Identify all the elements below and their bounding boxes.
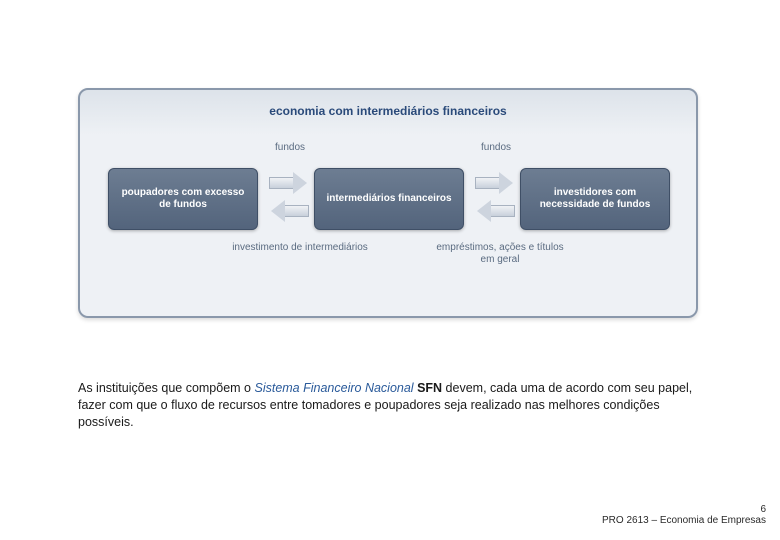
arrow-left-icon	[475, 200, 515, 222]
arrow-right-icon	[269, 172, 309, 194]
diagram-panel: economia com intermediários financeiros …	[78, 88, 698, 318]
top-label-fundos-left: fundos	[250, 142, 330, 153]
bottom-label-emprestimos: empréstimos, ações e títulos em geral	[430, 242, 570, 266]
arrow-left-icon	[269, 200, 309, 222]
page-number: 6	[602, 504, 766, 515]
paragraph-italic-sfn-long: Sistema Financeiro Nacional	[254, 381, 413, 395]
flow-row: fundos fundos poupadores com excesso de …	[80, 124, 696, 274]
course-code: PRO 2613 – Economia de Empresas	[602, 515, 766, 526]
body-paragraph: As instituições que compõem o Sistema Fi…	[78, 380, 698, 431]
node-investors: investidores com necessidade de fundos	[520, 168, 670, 230]
paragraph-bold-sfn: SFN	[417, 381, 442, 395]
diagram-title: economia com intermediários financeiros	[80, 90, 696, 124]
arrows-intermediaries-investors	[465, 172, 525, 224]
node-intermediaries: intermediários financeiros	[314, 168, 464, 230]
top-label-fundos-right: fundos	[456, 142, 536, 153]
arrow-right-icon	[475, 172, 515, 194]
node-savers: poupadores com excesso de fundos	[108, 168, 258, 230]
arrows-savers-intermediaries	[259, 172, 319, 224]
bottom-label-investimento: investimento de intermediários	[230, 242, 370, 254]
paragraph-before: As instituições que compõem o	[78, 381, 254, 395]
slide-footer: 6 PRO 2613 – Economia de Empresas	[602, 504, 766, 526]
